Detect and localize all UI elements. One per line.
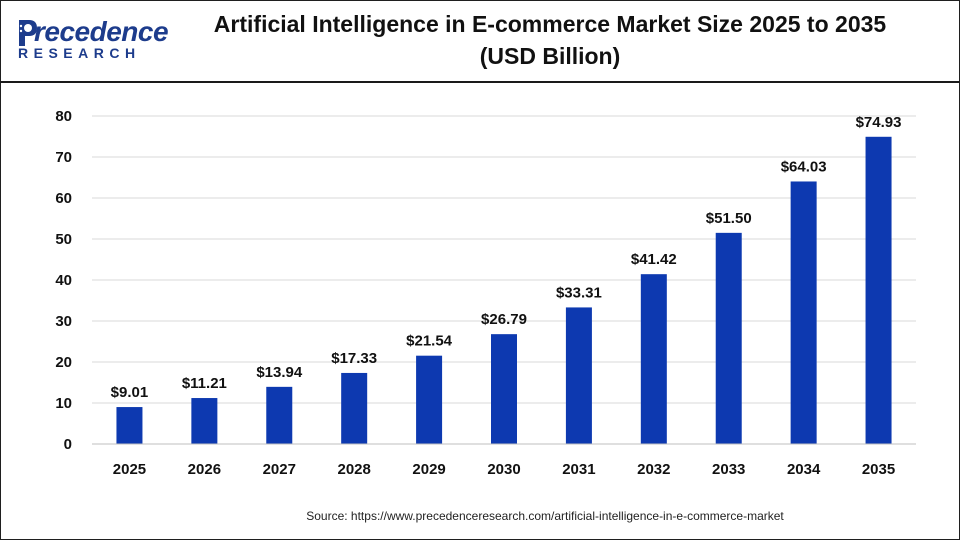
x-tick-label: 2025 bbox=[113, 461, 146, 478]
bar bbox=[715, 232, 742, 444]
bar bbox=[640, 274, 667, 444]
bar bbox=[865, 136, 892, 445]
chart-header: recedence RESEARCH Artificial Intelligen… bbox=[0, 0, 960, 82]
bar bbox=[116, 407, 143, 444]
x-axis-ticks: 2025 2026 2027 2028 2029 2030 2031 2032 2033 2034… bbox=[113, 461, 895, 478]
data-label: $13.94 bbox=[256, 364, 303, 381]
y-tick-label: 70 bbox=[55, 149, 72, 166]
data-label: $64.03 bbox=[781, 158, 827, 175]
bar bbox=[790, 181, 817, 445]
y-tick-label: 40 bbox=[55, 272, 72, 289]
bar bbox=[565, 307, 592, 444]
bar bbox=[416, 355, 443, 444]
bar bbox=[266, 386, 293, 444]
data-label: $9.01 bbox=[111, 384, 149, 401]
logo-word: recedence bbox=[34, 16, 169, 47]
data-label: $33.31 bbox=[556, 284, 602, 301]
x-tick-label: 2026 bbox=[188, 461, 221, 478]
y-tick-label: 30 bbox=[55, 313, 72, 330]
data-label: $41.42 bbox=[631, 251, 677, 268]
bar bbox=[341, 372, 368, 444]
y-tick-label: 50 bbox=[55, 231, 72, 248]
y-axis-ticks: 0 10 20 30 40 50 60 70 80 bbox=[55, 108, 72, 453]
y-tick-label: 10 bbox=[55, 395, 72, 412]
source-note: Source: https://www.precedenceresearch.c… bbox=[306, 509, 784, 523]
y-tick-label: 0 bbox=[64, 436, 72, 453]
data-label: $11.21 bbox=[182, 375, 227, 392]
x-tick-label: 2032 bbox=[637, 461, 670, 478]
y-tick-label: 60 bbox=[55, 190, 72, 207]
x-tick-label: 2031 bbox=[562, 461, 595, 478]
x-tick-label: 2033 bbox=[712, 461, 745, 478]
logo-subtitle: RESEARCH bbox=[18, 45, 141, 61]
data-label: $26.79 bbox=[481, 311, 527, 328]
precedence-research-logo: recedence RESEARCH bbox=[16, 16, 169, 64]
x-tick-label: 2034 bbox=[787, 461, 821, 478]
data-label: $17.33 bbox=[331, 350, 377, 367]
x-tick-label: 2027 bbox=[263, 461, 296, 478]
data-label: $21.54 bbox=[406, 333, 453, 350]
x-tick-label: 2028 bbox=[337, 461, 370, 478]
logo-p-mark-icon bbox=[19, 20, 37, 46]
data-label: $74.93 bbox=[856, 114, 902, 131]
bar bbox=[191, 398, 218, 444]
x-tick-label: 2030 bbox=[487, 461, 520, 478]
bars bbox=[116, 136, 892, 445]
chart-title: Artificial Intelligence in E-commerce Ma… bbox=[213, 11, 887, 69]
x-tick-label: 2035 bbox=[862, 461, 895, 478]
y-tick-label: 20 bbox=[55, 354, 72, 371]
data-label: $51.50 bbox=[706, 210, 752, 227]
x-tick-label: 2029 bbox=[412, 461, 445, 478]
bar bbox=[491, 334, 517, 444]
data-labels: $9.01 $11.21 $13.94 $17.33 $21.54 $26.79 $33.3… bbox=[111, 114, 902, 401]
header-divider bbox=[0, 81, 960, 83]
y-tick-label: 80 bbox=[55, 108, 72, 125]
